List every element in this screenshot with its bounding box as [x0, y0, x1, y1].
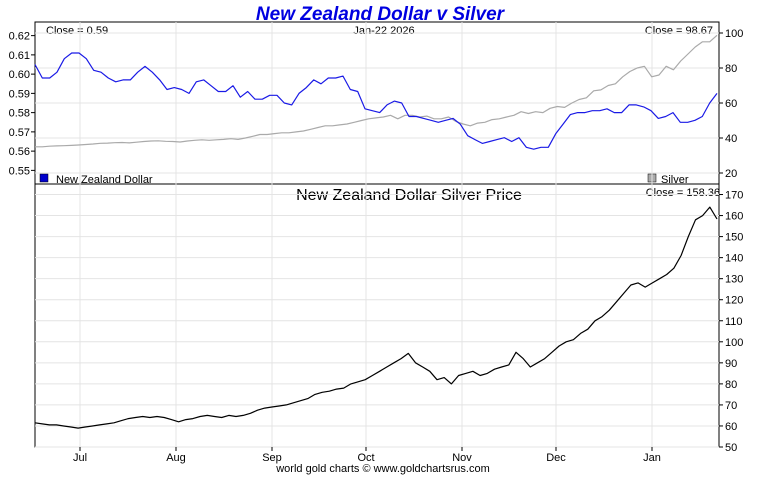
legend-label-nzd: New Zealand Dollar [56, 174, 153, 186]
x-tick-label-5: Dec [546, 452, 566, 464]
series-lines [34, 34, 718, 429]
series-line-silver [35, 34, 718, 148]
right-tick-label-2: 60 [725, 98, 737, 110]
left-tick-label-2: 0.60 [9, 69, 30, 81]
left-tick-label-3: 0.59 [9, 88, 30, 100]
x-tick-label-0: Jul [73, 452, 87, 464]
x-tick-label-2: Sep [262, 452, 282, 464]
bottom-chart-title: New Zealand Dollar Silver Price [296, 187, 522, 204]
series-line-nzd-silver-price [34, 206, 718, 429]
bottom-right-tick-label-0: 170 [725, 190, 743, 202]
right-tick-label-1: 80 [725, 63, 737, 75]
bottom-right-tick-label-11: 60 [725, 421, 737, 433]
bottom-right-tick-label-7: 100 [725, 337, 743, 349]
left-tick-label-7: 0.55 [9, 165, 30, 177]
bottom-right-tick-label-5: 120 [725, 295, 743, 307]
bottom-right-tick-label-12: 50 [725, 442, 737, 454]
bottom-right-tick-label-8: 90 [725, 358, 737, 370]
bottom-right-tick-label-1: 160 [725, 211, 743, 223]
left-tick-label-0: 0.62 [9, 31, 30, 43]
gridlines [35, 22, 719, 448]
left-tick-label-1: 0.61 [9, 50, 30, 62]
x-tick-label-3: Oct [357, 452, 374, 464]
bottom-right-tick-label-2: 150 [725, 232, 743, 244]
legend-swatch-nzd [39, 173, 49, 183]
left-close-label: Close = 0.59 [46, 25, 108, 37]
x-tick-label-1: Aug [166, 452, 186, 464]
left-tick-label-6: 0.56 [9, 146, 30, 158]
left-tick-label-5: 0.57 [9, 127, 30, 139]
bottom-right-tick-label-10: 70 [725, 400, 737, 412]
chart-title: New Zealand Dollar v Silver [256, 4, 506, 25]
left-tick-label-4: 0.58 [9, 108, 30, 120]
bottom-right-tick-label-9: 80 [725, 379, 737, 391]
bottom-close-label: Close = 158.36 [646, 187, 720, 199]
right-tick-label-3: 40 [725, 133, 737, 145]
right-tick-label-0: 100 [725, 28, 743, 40]
x-tick-label-4: Nov [452, 452, 472, 464]
series-line-nzd [34, 52, 718, 150]
right-tick-label-4: 20 [725, 168, 737, 180]
axes: Jul Aug Sep Oct Nov Dec Jan 0.62 0.61 0.60 0.59 0.5… [9, 28, 744, 464]
legend-label-silver: Silver [661, 174, 689, 186]
bottom-right-tick-label-4: 130 [725, 274, 743, 286]
right-close-label: Close = 98.67 [645, 25, 713, 37]
bottom-right-tick-label-3: 140 [725, 253, 743, 265]
footer-credit: world gold charts © www.goldchartsrus.co… [275, 463, 490, 475]
date-label: Jan-22 2026 [353, 25, 414, 37]
x-tick-label-6: Jan [643, 452, 661, 464]
bottom-right-tick-label-6: 110 [725, 316, 743, 328]
bottom-panel-border [34, 183, 720, 448]
